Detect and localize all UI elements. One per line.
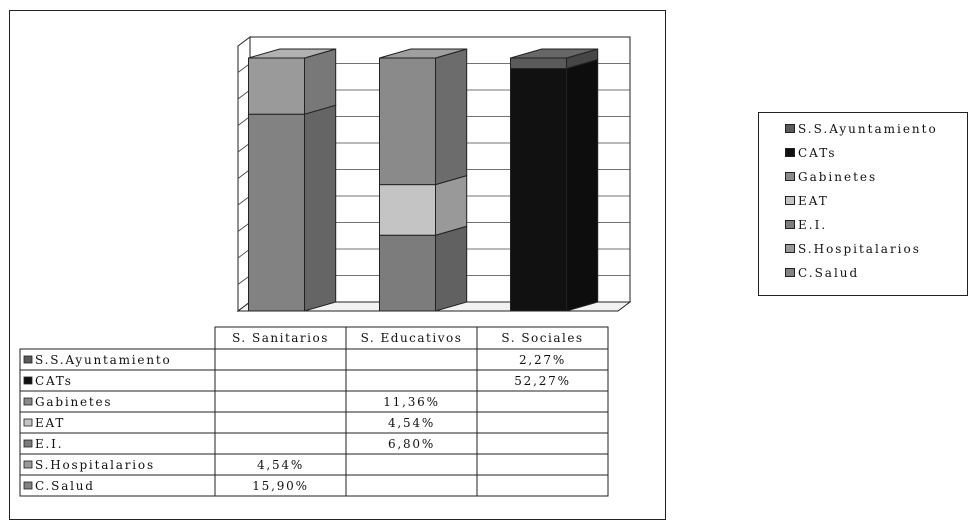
table-cell xyxy=(214,390,347,413)
legend-label-e-i: E.I. xyxy=(798,218,828,232)
table-swatch-eat xyxy=(23,418,33,427)
bar-s-sociales-s-s-ayuntamiento-front xyxy=(510,57,567,70)
table-cell xyxy=(214,348,347,371)
bar-s-sociales-cats-front xyxy=(510,68,567,312)
table-series-name-cats: CATs xyxy=(35,374,73,388)
table-swatch-s-s-ayuntamiento xyxy=(23,355,33,364)
table-cell xyxy=(476,432,609,455)
bar-s-educativos-eat-side xyxy=(435,174,468,236)
table-swatch-c-salud xyxy=(23,481,33,490)
bar-s-educativos-eat-front xyxy=(379,184,436,236)
legend-swatch-c-salud xyxy=(785,268,795,277)
table-cell xyxy=(345,453,478,476)
bar-s-educativos-e-i-front xyxy=(379,234,436,312)
table-series-name-s-hospitalarios: S.Hospitalarios xyxy=(35,458,155,472)
data-label-s-educativos-e-i: 6,80% xyxy=(388,437,435,451)
legend-swatch-cats xyxy=(785,148,795,157)
table-cell xyxy=(214,369,347,392)
data-label-s-sanitarios-s-hospitalarios: 4,54% xyxy=(257,458,304,472)
table-cell xyxy=(345,474,478,497)
legend-item-s-hospitalarios: S.Hospitalarios xyxy=(785,239,921,259)
table-series-name-s-s-ayuntamiento: S.S.Ayuntamiento xyxy=(35,353,172,367)
bar-s-educativos-e-i-side xyxy=(435,225,468,312)
legend-item-eat: EAT xyxy=(785,191,829,211)
table-series-name-c-salud: C.Salud xyxy=(35,479,95,493)
legend-label-s-hospitalarios: S.Hospitalarios xyxy=(798,242,921,256)
data-label-s-educativos-gabinetes: 11,36% xyxy=(383,395,440,409)
data-label-s-sociales-s-s-ayuntamiento: 2,27% xyxy=(519,353,566,367)
data-label-s-educativos-eat: 4,54% xyxy=(388,416,435,430)
table-swatch-cats xyxy=(23,376,33,385)
legend-item-cats: CATs xyxy=(785,143,836,163)
table-cell xyxy=(476,390,609,413)
legend-item-e-i: E.I. xyxy=(785,215,827,235)
table-swatch-e-i xyxy=(23,439,33,448)
bar-s-sanitarios-s-hospitalarios-front xyxy=(248,57,305,115)
table-cell xyxy=(214,432,347,455)
data-label-s-sanitarios-c-salud: 15,90% xyxy=(252,479,309,493)
legend-label-s-s-ayuntamiento: S.S.Ayuntamiento xyxy=(798,122,938,136)
table-cell xyxy=(345,348,478,371)
legend-swatch-eat xyxy=(785,196,795,205)
table-series-name-e-i: E.I. xyxy=(35,437,63,451)
legend-item-gabinetes: Gabinetes xyxy=(785,167,877,187)
bar-s-sociales-s-s-ayuntamiento-top xyxy=(510,48,598,59)
table-series-name-eat: EAT xyxy=(35,416,65,430)
table-cell xyxy=(476,411,609,434)
chart-frame: S. Sanitarios S. Educativos S. Sociales S.S… xyxy=(9,10,666,520)
bar-s-educativos-gabinetes-front xyxy=(379,57,436,186)
category-label-s-sociales: S. Sociales xyxy=(501,331,583,345)
legend-label-cats: CATs xyxy=(798,146,837,160)
legend-item-c-salud: C.Salud xyxy=(785,263,859,283)
legend-swatch-e-i xyxy=(785,220,795,229)
bar-s-sanitarios-c-salud-side xyxy=(304,104,337,312)
legend-label-eat: EAT xyxy=(798,194,829,208)
table-series-name-gabinetes: Gabinetes xyxy=(35,395,112,409)
bar-s-sociales-cats-side xyxy=(566,58,599,312)
bar-s-sanitarios-c-salud-front xyxy=(248,113,305,312)
bar-s-educativos-gabinetes-side xyxy=(435,48,468,186)
legend-swatch-s-s-ayuntamiento xyxy=(785,124,795,133)
legend-label-gabinetes: Gabinetes xyxy=(798,170,878,184)
legend-swatch-gabinetes xyxy=(785,172,795,181)
legend-item-s-s-ayuntamiento: S.S.Ayuntamiento xyxy=(785,119,938,139)
legend-label-c-salud: C.Salud xyxy=(798,266,860,280)
chart-legend: S.S.Ayuntamiento CATs Gabinetes EAT E.I. S.Ho… xyxy=(758,112,968,296)
legend-swatch-s-hospitalarios xyxy=(785,244,795,253)
table-cell xyxy=(214,411,347,434)
category-label-s-sanitarios: S. Sanitarios xyxy=(232,331,329,345)
table-swatch-gabinetes xyxy=(23,397,33,406)
data-label-s-sociales-cats: 52,27% xyxy=(514,374,571,388)
table-cell xyxy=(476,453,609,476)
bar-s-sanitarios-s-hospitalarios-top xyxy=(248,48,336,59)
table-swatch-s-hospitalarios xyxy=(23,460,33,469)
table-cell xyxy=(345,369,478,392)
chart-plot: S. Sanitarios S. Educativos S. Sociales S.S… xyxy=(19,36,632,497)
table-cell xyxy=(476,474,609,497)
bar-s-educativos-gabinetes-top xyxy=(379,48,467,59)
category-label-s-educativos: S. Educativos xyxy=(361,331,463,345)
bar-s-sanitarios-s-hospitalarios-side xyxy=(304,48,337,115)
